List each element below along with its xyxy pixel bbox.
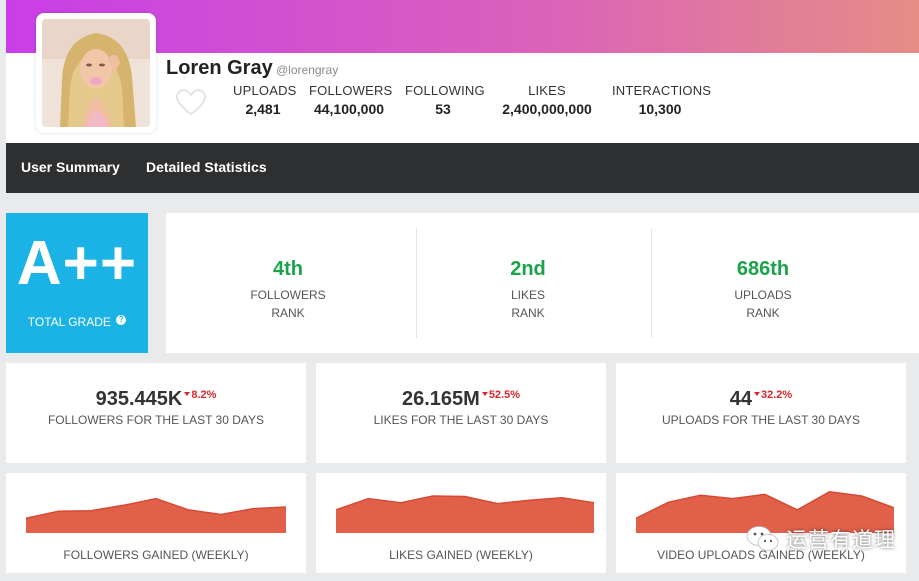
delta-value: 52.5% [488,389,521,401]
rank-category: UPLOADS [734,288,792,302]
avatar-image [42,19,150,127]
metric-label: FOLLOWERS FOR THE LAST 30 DAYS [47,413,265,427]
stat-label: UPLOADS [233,83,297,98]
stat-value: 2,481 [245,101,281,117]
divider [416,228,417,338]
stat-value: 10,300 [638,101,682,117]
sparkline-label: VIDEO UPLOADS GAINED (WEEKLY) [657,548,865,562]
grade-label: TOTAL GRADE ? [6,315,148,329]
delta-value: 8.2% [191,389,217,401]
metric-number: 26.165M [401,388,480,410]
arrow-down-icon [481,392,488,396]
sparkline-line [26,497,286,520]
rank-sub: RANK [511,306,545,320]
stat-uploads: UPLOADS 2,481 [233,83,297,117]
stat-value: 2,400,000,000 [502,101,592,117]
stat-interactions: INTERACTIONS 10,300 [612,83,712,117]
metric-card-followers: 935.445K 8.2% FOLLOWERS FOR THE LAST 30 D… [6,363,306,463]
rank-uploads: 686th UPLOADS RANK [683,213,843,353]
rank-sub: RANK [271,306,305,320]
stat-label: FOLLOWING [405,83,485,98]
delta-badge: 32.2% [754,389,792,401]
rank-card: 4th FOLLOWERS RANK 2nd LIKES RANK 686th … [166,213,919,353]
metric-value: 26.165M 52.5% [316,388,606,411]
stat-label: INTERACTIONS [612,83,712,98]
profile-banner [6,0,919,53]
sparkline-card-followers: FOLLOWERS GAINED (WEEKLY) [6,473,306,573]
stat-value: 53 [435,101,451,117]
stat-followers: FOLLOWERS 44,100,000 [309,83,393,117]
profile-page: Loren Gray @lorengray UPLOADS 2,481 FOLL… [6,0,919,581]
uploads-sparkline [636,491,894,533]
rank-label: UPLOADS RANK [683,286,843,322]
stat-following: FOLLOWING 53 [405,83,485,117]
metric-card-uploads: 44 32.2% UPLOADS FOR THE LAST 30 DAYS [616,363,906,463]
arrow-down-icon [754,392,761,396]
grade-label-text: TOTAL GRADE [27,315,111,329]
wechat-icon [746,526,779,551]
sparkline-area [336,496,594,533]
rank-value: 686th [736,258,790,280]
tab-detailed-statistics[interactable]: Detailed Statistics [146,159,267,175]
stat-label: FOLLOWERS [309,83,393,98]
sparkline-label: LIKES GAINED (WEEKLY) [389,548,533,562]
rank-value: 4th [273,258,303,280]
arrow-down-icon [184,392,191,396]
metric-card-likes: 26.165M 52.5% LIKES FOR THE LAST 30 DAYS [316,363,606,463]
delta-badge: 8.2% [184,389,216,401]
rank-value: 2nd [510,258,546,280]
rank-label: LIKES RANK [448,286,608,322]
divider [651,228,652,338]
sparkline-label: FOLLOWERS GAINED (WEEKLY) [63,548,249,562]
metric-value: 935.445K 8.2% [6,388,306,411]
rank-label: FOLLOWERS RANK [208,286,368,322]
sparkline-card-likes: LIKES GAINED (WEEKLY) [316,473,606,573]
rank-category: LIKES [510,288,546,302]
help-icon[interactable]: ? [116,315,127,325]
metric-number: 44 [729,388,753,410]
stat-label: LIKES [528,83,566,98]
sparkline-line [636,491,894,519]
sparkline-area [636,491,894,533]
stat-value: 44,100,000 [313,101,385,117]
sparkline-area [26,498,286,533]
rank-likes: 2nd LIKES RANK [448,213,608,353]
sparkline-card-uploads: VIDEO UPLOADS GAINED (WEEKLY) [616,473,906,573]
profile-handle: @lorengray [276,63,339,77]
profile-bar [6,53,919,143]
avatar[interactable] [36,13,156,133]
grade-value: A++ [16,229,138,298]
watermark: 运营有道理 [746,524,896,554]
metric-number: 935.445K [95,388,183,410]
delta-value: 32.2% [761,389,793,401]
watermark-text: 运营有道理 [786,528,896,552]
heart-icon[interactable] [175,88,207,117]
stat-likes: LIKES 2,400,000,000 [496,83,598,117]
rank-sub: RANK [746,306,780,320]
delta-badge: 52.5% [481,389,521,401]
rank-category: FOLLOWERS [250,288,326,302]
nav-bar: User Summary Detailed Statistics [6,143,919,193]
metric-label: LIKES FOR THE LAST 30 DAYS [373,413,549,427]
profile-name: Loren Gray [166,57,273,79]
metric-value: 44 32.2% [616,388,906,411]
rank-followers: 4th FOLLOWERS RANK [208,213,368,353]
total-grade-card: A++ TOTAL GRADE ? [6,213,148,353]
metric-label: UPLOADS FOR THE LAST 30 DAYS [661,413,861,427]
sparkline-line [336,495,594,511]
tab-user-summary[interactable]: User Summary [21,159,120,175]
followers-sparkline [26,497,286,533]
likes-sparkline [336,495,594,533]
